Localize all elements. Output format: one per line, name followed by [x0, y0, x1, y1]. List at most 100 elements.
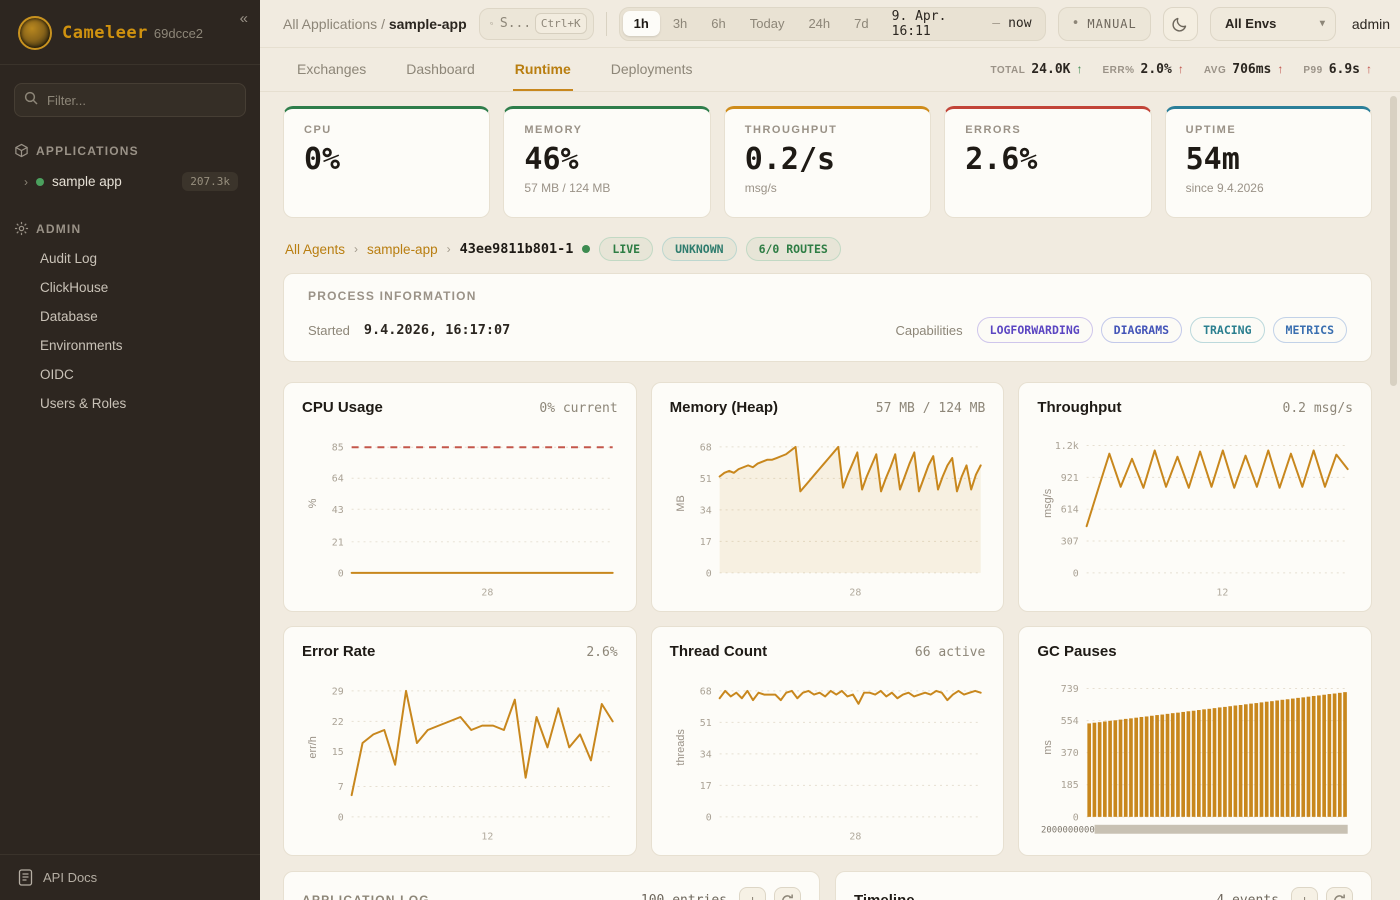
chart-title: Thread Count	[669, 643, 768, 660]
svg-text:370: 370	[1061, 748, 1079, 759]
capabilities-pills: LOGFORWARDING DIAGRAMS TRACING METRICS	[976, 317, 1347, 343]
metric-card-errors: ERRORS 2.6%	[944, 106, 1152, 218]
time-span-display[interactable]: 9. Apr. 16:11 — now	[882, 9, 1042, 39]
cube-icon	[15, 143, 28, 158]
chart-card-memory-heap: Memory (Heap) 57 MB / 124 MB 0 17 34 51 68 MB 28	[650, 382, 1005, 612]
sidebar-item-application[interactable]: › sample app 207.3k	[14, 166, 246, 197]
y-axis-label: msg/s	[1042, 488, 1054, 518]
time-from: 9. Apr. 16:11	[891, 8, 947, 39]
time-range-3h[interactable]: 3h	[662, 11, 698, 36]
agent-link-sample-app[interactable]: sample-app	[367, 241, 438, 257]
agent-breadcrumb: All Agents › sample-app › 43ee9811b801-1 LIVE…	[285, 237, 1370, 261]
search-icon	[489, 22, 493, 26]
svg-text:739: 739	[1061, 684, 1079, 695]
capabilities: Capabilities LOGFORWARDING DIAGRAMS TRACIN…	[895, 317, 1347, 343]
metric-value: 46%	[524, 142, 579, 177]
app-title: Cameleer 69dcce2	[62, 23, 203, 43]
time-range-24h[interactable]: 24h	[797, 11, 841, 36]
sidebar-item-environments[interactable]: Environments	[40, 338, 123, 353]
trend-arrow-icon: ↑	[1366, 62, 1372, 76]
chart-plot: 0 7 15 22 29 err/h 12	[307, 686, 614, 843]
svg-text:307: 307	[1061, 536, 1079, 547]
expand-chevron-icon[interactable]: ›	[24, 174, 28, 189]
download-button[interactable]: ↓	[1291, 887, 1318, 900]
search-input[interactable]	[499, 16, 528, 31]
agent-link-all-agents[interactable]: All Agents	[285, 241, 346, 257]
sidebar-filter-wrap	[0, 65, 260, 123]
svg-text:34: 34	[699, 505, 711, 516]
time-range-today[interactable]: Today	[739, 11, 796, 36]
global-search[interactable]: Ctrl+K	[478, 7, 594, 40]
metric-label: ERRORS	[965, 124, 1022, 136]
topbar: All Applications / sample-app Ctrl+K 1h3…	[260, 0, 1400, 48]
dark-mode-toggle[interactable]	[1162, 6, 1199, 41]
svg-text:68: 68	[699, 686, 711, 697]
svg-text:0: 0	[705, 812, 711, 823]
tab-runtime[interactable]: Runtime	[512, 48, 573, 91]
chart-current-value: 0.2 msg/s	[1282, 401, 1353, 416]
refresh-mode-label: MANUAL	[1087, 16, 1137, 31]
svg-text:921: 921	[1061, 473, 1079, 484]
breadcrumb: All Applications / sample-app	[283, 16, 467, 32]
time-range-7d[interactable]: 7d	[843, 11, 879, 36]
panel-header: APPLICATION LOG 100 entries ↓	[302, 887, 801, 900]
capabilities-label: Capabilities	[895, 322, 963, 338]
tab-exchanges[interactable]: Exchanges	[297, 60, 367, 77]
svg-text:554: 554	[1061, 716, 1079, 727]
chart-header: Throughput 0.2 msg/s	[1037, 399, 1353, 416]
refresh-icon	[1334, 894, 1345, 900]
panel-timeline: Timeline 4 events ↓	[835, 871, 1372, 900]
sidebar-collapse-icon[interactable]: «	[239, 10, 248, 27]
scrollbar-thumb[interactable]	[1390, 96, 1397, 386]
trend-arrow-icon: ↑	[1177, 62, 1184, 76]
applications-label: APPLICATIONS	[36, 143, 139, 158]
content: CPU 0% MEMORY 46% 57 MB / 124 MB THROUGHPUT 0.…	[260, 92, 1400, 900]
main-area: All Applications / sample-app Ctrl+K 1h3…	[260, 0, 1400, 900]
metric-card-throughput: THROUGHPUT 0.2/s msg/s	[723, 106, 932, 218]
svg-text:2000000000: 2000000000	[1041, 826, 1095, 836]
sidebar: Cameleer 69dcce2 « APPLICATIONS › sample a…	[0, 0, 260, 900]
panel-title: Timeline	[854, 891, 915, 900]
chart-header: Error Rate 2.6%	[302, 643, 618, 660]
y-axis-label: err/h	[307, 736, 319, 758]
chart-plot: 0 17 34 51 68 MB 28	[675, 442, 982, 599]
chart-header: CPU Usage 0% current	[302, 399, 618, 416]
sidebar-filter-input[interactable]	[14, 83, 246, 117]
tab-dashboard[interactable]: Dashboard	[406, 60, 475, 77]
refresh-mode-button[interactable]: • MANUAL	[1057, 6, 1151, 41]
breadcrumb-current: sample-app	[388, 15, 467, 32]
started-label: Started	[308, 322, 350, 338]
applications-section: APPLICATIONS › sample app 207.3k	[0, 123, 260, 201]
chart-plot: 0 185 370 554 739 ms 2000000000	[1041, 684, 1349, 836]
tab-deployments[interactable]: Deployments	[610, 60, 693, 77]
capability-badge-tracing: TRACING	[1190, 317, 1265, 343]
sidebar-item-database[interactable]: Database	[40, 309, 98, 324]
y-axis-label: threads	[675, 729, 687, 766]
chart-current-value: 0% current	[539, 401, 618, 416]
refresh-button[interactable]	[774, 887, 801, 900]
svg-text:614: 614	[1061, 505, 1079, 516]
scrollbar[interactable]	[1390, 96, 1397, 896]
svg-text:68: 68	[699, 442, 711, 453]
chart-plot: 0 307 614 921 1.2k msg/s 12	[1042, 441, 1350, 599]
sidebar-item-oidc[interactable]: OIDC	[40, 367, 74, 382]
download-button[interactable]: ↓	[739, 887, 766, 900]
x-axis-tick: 12	[481, 832, 493, 843]
sidebar-item-audit-log[interactable]: Audit Log	[40, 251, 98, 266]
live-dot-icon	[582, 245, 591, 253]
time-range-1h[interactable]: 1h	[622, 11, 660, 36]
chart-current-value: 66 active	[914, 645, 986, 660]
metric-label: UPTIME	[1185, 124, 1237, 136]
time-range-6h[interactable]: 6h	[700, 11, 736, 36]
breadcrumb-root[interactable]: All Applications	[283, 15, 378, 32]
stat-value: 6.9s	[1328, 62, 1360, 77]
svg-text:0: 0	[338, 812, 344, 823]
environment-select[interactable]: All Envs ▾	[1210, 6, 1336, 41]
svg-text:17: 17	[699, 537, 711, 548]
sidebar-item-clickhouse[interactable]: ClickHouse	[40, 280, 109, 295]
refresh-button[interactable]	[1326, 887, 1353, 900]
api-docs-link[interactable]: API Docs	[0, 854, 260, 900]
sidebar-item-users-roles[interactable]: Users & Roles	[40, 396, 127, 411]
app-version: 69dcce2	[153, 26, 204, 41]
stat-err: ERR% 2.0% ↑	[1102, 62, 1183, 77]
